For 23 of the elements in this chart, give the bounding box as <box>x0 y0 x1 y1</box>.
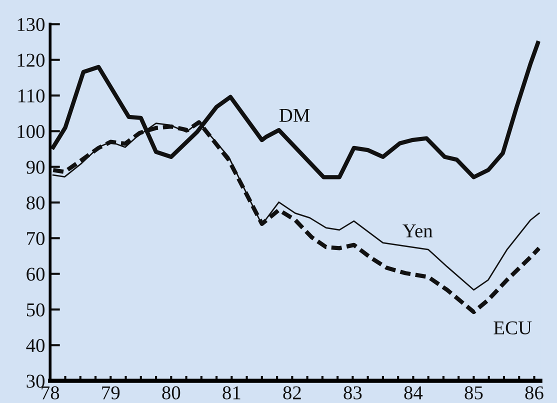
series-label: ECU <box>494 321 532 334</box>
y-tick-label: 30 <box>26 374 45 388</box>
x-tick-label: 83 <box>344 386 362 400</box>
x-tick-label: 80 <box>162 386 180 400</box>
y-tick-label: 110 <box>18 89 45 102</box>
x-tick-label: 84 <box>404 386 423 400</box>
y-tick-label: 90 <box>26 160 45 174</box>
y-tick-label: 120 <box>18 54 45 67</box>
x-tick-label: 81 <box>222 386 240 400</box>
y-tick-label: 70 <box>27 232 45 246</box>
series-label: DM <box>279 109 310 122</box>
y-tick-label: 80 <box>26 196 45 210</box>
y-tick-label: 40 <box>26 338 45 352</box>
y-tick-label: 100 <box>18 124 45 138</box>
x-tick-label: 78 <box>42 386 60 400</box>
x-tick-label: 86 <box>525 386 544 400</box>
x-tick-label: 85 <box>464 386 483 400</box>
x-tick-label: 82 <box>283 386 301 400</box>
y-tick-label: 130 <box>18 18 45 32</box>
y-tick-label: 60 <box>26 268 45 281</box>
series-label: Yen <box>402 224 433 238</box>
y-tick-label: 50 <box>26 303 45 316</box>
x-tick-label: 79 <box>102 386 120 400</box>
